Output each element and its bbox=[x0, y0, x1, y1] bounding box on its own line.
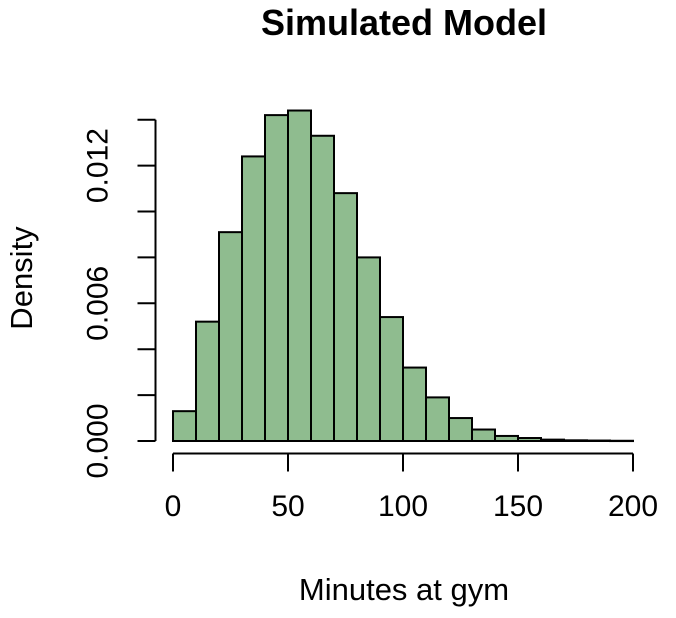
histogram-bar bbox=[517, 437, 542, 442]
y-tick-label: 0.000 bbox=[82, 403, 115, 478]
histogram-bar bbox=[264, 114, 289, 443]
histogram-bar bbox=[218, 231, 243, 442]
histogram-bar bbox=[540, 438, 565, 442]
y-tick-label: 0.012 bbox=[82, 128, 115, 203]
x-tick-label: 50 bbox=[271, 490, 304, 523]
x-tick-label: 200 bbox=[608, 490, 658, 523]
histogram-bar bbox=[310, 134, 335, 443]
x-tick-label: 150 bbox=[493, 490, 543, 523]
histogram-bar bbox=[494, 434, 519, 443]
x-axis-title: Minutes at gym bbox=[298, 572, 510, 607]
histogram-bar bbox=[195, 320, 220, 442]
histogram-bar bbox=[379, 316, 404, 443]
histogram-bar bbox=[172, 410, 197, 443]
histogram-bar bbox=[425, 396, 450, 443]
histogram-bar bbox=[356, 256, 381, 442]
histogram-bar bbox=[287, 109, 312, 443]
chart-title: Simulated Model bbox=[260, 2, 548, 43]
histogram-bar bbox=[241, 155, 266, 442]
histogram-bar bbox=[333, 192, 358, 442]
histogram-bar bbox=[563, 439, 588, 442]
x-tick-label: 0 bbox=[165, 490, 182, 523]
y-tick-label: 0.006 bbox=[82, 266, 115, 341]
histogram-bar bbox=[448, 417, 473, 442]
histogram-bar bbox=[402, 366, 427, 442]
histogram-bar bbox=[471, 428, 496, 442]
x-tick-label: 100 bbox=[378, 490, 428, 523]
